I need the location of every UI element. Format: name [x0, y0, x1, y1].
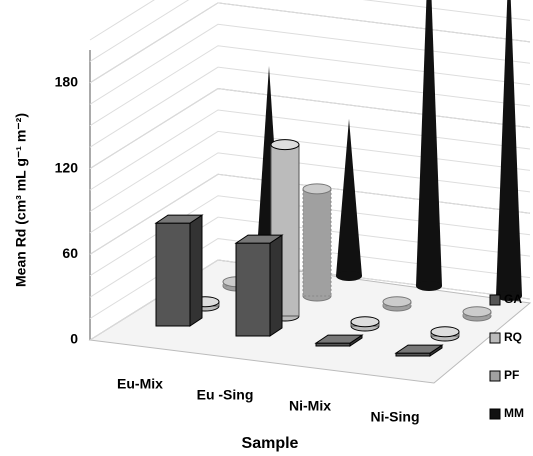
x-axis-label: Sample: [242, 435, 299, 452]
cylinder: [270, 144, 300, 317]
legend-swatch: [489, 294, 501, 306]
cone-base: [416, 281, 442, 291]
cylinder-top: [462, 306, 492, 318]
wall-line: [89, 109, 531, 191]
legend-swatch: [489, 332, 501, 344]
legend-label: GA: [504, 292, 522, 306]
x-tick-label: Eu -Sing: [197, 387, 254, 403]
y-tick-label: 0: [70, 331, 78, 347]
legend-label: MM: [504, 406, 524, 420]
y-tick-label: 60: [62, 245, 78, 261]
cone: [496, 0, 522, 296]
bar-side: [269, 234, 283, 337]
y-tick-label: 180: [55, 74, 79, 90]
x-tick-label: Ni-Sing: [371, 409, 420, 425]
wall-line: [89, 0, 531, 62]
cylinder-top: [382, 296, 412, 308]
legend-label: RQ: [504, 330, 522, 344]
bar-top: [234, 234, 284, 244]
wall-line: [89, 88, 531, 169]
y-axis-label: Mean Rd (cm³ mL g⁻¹ m⁻²): [13, 113, 29, 287]
legend-swatch: [489, 408, 501, 420]
wall-line: [89, 0, 155, 41]
wall-line: [89, 23, 531, 105]
cylinder-top: [270, 139, 300, 151]
cone-base: [496, 291, 522, 301]
bar-top: [314, 334, 364, 344]
legend-label: PF: [504, 368, 519, 382]
x-tick-label: Ni-Mix: [289, 398, 331, 414]
bar-side: [189, 214, 203, 327]
bar-top: [394, 344, 444, 354]
wall-line: [89, 66, 531, 148]
cylinder: [302, 188, 332, 297]
y-tick-label: 120: [55, 159, 79, 175]
x-tick-label: Eu-Mix: [117, 376, 163, 392]
cone-base: [336, 271, 362, 281]
cylinder-top: [430, 326, 460, 338]
bar: [235, 242, 271, 337]
cylinder-top: [302, 183, 332, 195]
bar-top: [154, 214, 204, 224]
legend-swatch: [489, 370, 501, 382]
cylinder-top: [350, 316, 380, 328]
cone: [416, 0, 442, 286]
wall-line: [89, 2, 531, 84]
cone: [336, 118, 362, 276]
wall-line: [89, 45, 531, 127]
bar: [155, 222, 191, 327]
